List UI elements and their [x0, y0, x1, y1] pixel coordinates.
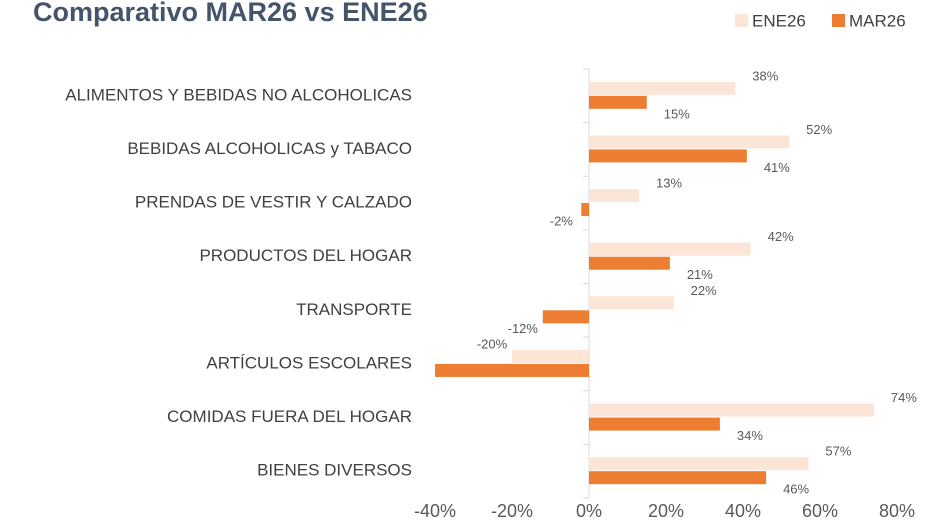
bar — [589, 135, 790, 149]
bar — [589, 471, 767, 485]
x-tick-label: 0% — [576, 501, 602, 521]
x-tick-label: 40% — [725, 501, 761, 521]
chart-title: Comparativo MAR26 vs ENE26 — [33, 0, 428, 27]
category-label: ALIMENTOS Y BEBIDAS NO ALCOHOLICAS — [65, 85, 412, 104]
bar — [589, 296, 674, 310]
data-label: -20% — [477, 336, 508, 351]
data-label: 46% — [783, 482, 809, 497]
x-tick-label: 20% — [648, 501, 684, 521]
category-label: BEBIDAS ALCOHOLICAS y TABACO — [127, 139, 412, 158]
bar — [542, 310, 589, 324]
bar — [435, 363, 589, 377]
category-label: COMIDAS FUERA DEL HOGAR — [167, 407, 412, 426]
data-label: 15% — [664, 106, 690, 121]
bar — [589, 242, 751, 256]
legend-label: ENE26 — [752, 11, 806, 30]
category-label: PRENDAS DE VESTIR Y CALZADO — [135, 193, 412, 212]
bar — [589, 81, 736, 95]
bar — [589, 189, 640, 203]
bar — [589, 403, 874, 417]
category-label: BIENES DIVERSOS — [257, 461, 412, 480]
bar — [589, 149, 747, 163]
data-label: 22% — [691, 283, 717, 298]
data-label: -12% — [508, 321, 539, 336]
legend-swatch — [735, 14, 748, 27]
data-label: 57% — [825, 444, 851, 459]
data-label: 41% — [764, 160, 790, 175]
category-label: TRANSPORTE — [296, 300, 412, 319]
data-label: 13% — [656, 176, 682, 191]
x-tick-label: 80% — [879, 501, 915, 521]
bar — [589, 256, 670, 270]
data-label: 34% — [737, 428, 763, 443]
legend-label: MAR26 — [849, 11, 906, 30]
x-tick-label: -20% — [491, 501, 533, 521]
bar — [512, 349, 589, 363]
bar — [581, 203, 589, 217]
data-label: -2% — [550, 214, 574, 229]
category-label: PRODUCTOS DEL HOGAR — [199, 246, 412, 265]
data-label: 38% — [752, 68, 778, 83]
category-label: ARTÍCULOS ESCOLARES — [206, 353, 412, 372]
bar — [589, 417, 720, 431]
data-label: 42% — [768, 229, 794, 244]
x-tick-label: -40% — [414, 501, 456, 521]
bar — [589, 457, 809, 471]
legend-swatch — [832, 14, 845, 27]
bar — [589, 95, 647, 109]
data-label: 74% — [891, 390, 917, 405]
x-tick-label: 60% — [802, 501, 838, 521]
data-label: 21% — [687, 267, 713, 282]
data-label: 52% — [806, 122, 832, 137]
